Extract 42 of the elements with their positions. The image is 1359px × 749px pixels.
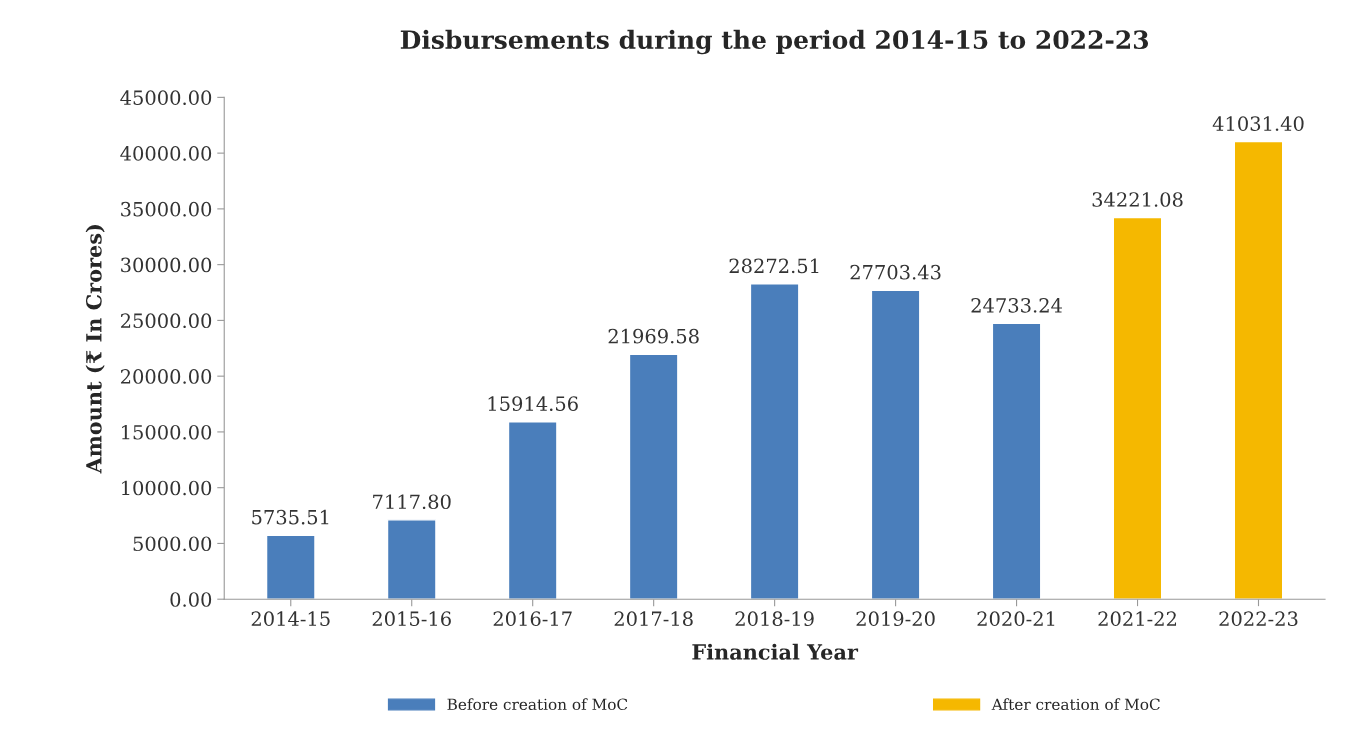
bar xyxy=(628,353,679,600)
x-tick-label: 2015-16 xyxy=(372,611,451,627)
text: 27703.43 xyxy=(850,264,941,280)
text: 34221.08 xyxy=(1092,192,1183,207)
y-axis-title: Amount (₹ In Crores) xyxy=(85,225,105,474)
text: 15914.56 xyxy=(488,396,578,412)
text: 21969.58 xyxy=(608,328,699,344)
y-tick-label: 40000.00 xyxy=(120,146,212,161)
chart-title: Disbursements during the period 2014-15 to 2022-23 xyxy=(400,29,1149,55)
text: 28272.51 xyxy=(729,258,819,274)
y-tick-label: 10000.00 xyxy=(122,480,212,496)
y-tick-label: 30000.00 xyxy=(121,257,212,273)
x-tick-label: 2019-20 xyxy=(856,611,935,627)
bar xyxy=(386,519,437,600)
y-tick-label: 45000.00 xyxy=(120,90,212,106)
y-tick-label: 15000.00 xyxy=(122,424,212,440)
text: 41031.40 xyxy=(1212,116,1304,131)
y-tick-label: 0.00 xyxy=(170,592,212,607)
y-tick-label: 5000.00 xyxy=(133,536,212,552)
x-tick-label: 2014-15 xyxy=(251,611,330,627)
bar xyxy=(870,289,921,600)
x-tick-label: 2021-22 xyxy=(1098,611,1177,627)
legend-label: Before creation of MoC xyxy=(447,698,628,711)
x-tick-label: 2018-19 xyxy=(735,611,814,627)
bar xyxy=(265,534,316,600)
bar xyxy=(1112,216,1163,600)
text: 7117.80 xyxy=(373,494,451,510)
y-tick-label: 20000.00 xyxy=(120,369,212,384)
y-tick-label: 25000.00 xyxy=(120,313,212,329)
legend-label: After creation of MoC xyxy=(991,698,1160,711)
bar xyxy=(749,283,800,600)
text: 24733.24 xyxy=(971,297,1062,313)
x-tick-label: 2017-18 xyxy=(614,611,693,627)
x-axis-title: Financial Year xyxy=(692,643,859,660)
text: 5735.51 xyxy=(252,509,329,525)
x-tick-label: 2020-21 xyxy=(977,611,1055,627)
x-tick-label: 2016-17 xyxy=(493,611,572,627)
y-tick-label: 35000.00 xyxy=(121,201,212,217)
bar xyxy=(1233,140,1284,600)
bar xyxy=(507,421,558,600)
bar xyxy=(991,322,1042,600)
x-tick-label: 2022-23 xyxy=(1219,611,1298,627)
